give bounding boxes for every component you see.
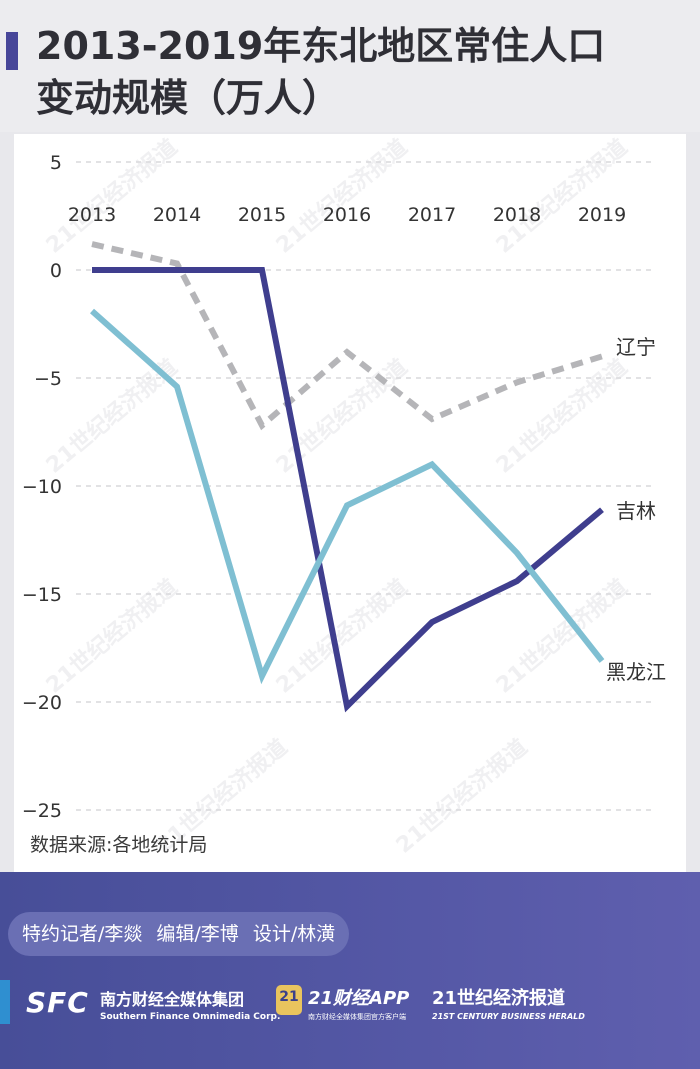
x-tick-label: 2016	[323, 204, 371, 226]
herald-logo: 21世纪经济报道 21ST CENTURY BUSINESS HERALD	[432, 984, 585, 1021]
y-tick-label: −25	[22, 800, 62, 822]
herald-name-en: 21ST CENTURY BUSINESS HERALD	[432, 1012, 585, 1021]
credit-designer: 设计/林潢	[252, 923, 336, 945]
series-line-3	[90, 308, 605, 685]
series-line-2	[92, 267, 604, 713]
series-label: 黑龙江	[606, 660, 666, 684]
data-source: 数据来源:各地统计局	[30, 834, 208, 856]
title-accent-bar	[6, 32, 18, 70]
title-line-2: 变动规模（万人）	[36, 76, 341, 120]
y-tick-label: −15	[22, 584, 62, 606]
app-name-cn: 21财经APP	[308, 988, 410, 1009]
y-tick-label: −20	[22, 692, 62, 714]
watermark-text: 21世纪经济报道	[391, 734, 532, 858]
series-line-1	[91, 241, 603, 431]
watermark-text: 21世纪经济报道	[41, 574, 182, 698]
x-tick-label: 2017	[408, 204, 456, 226]
watermark-layer: 21世纪经济报道 21世纪经济报道 21世纪经济报道 21世纪经济报道 21世纪经济报道…	[41, 134, 632, 858]
chart-card: 21世纪经济报道 21世纪经济报道 21世纪经济报道 21世纪经济报道 21世纪经济报道…	[14, 134, 686, 872]
watermark-text: 21世纪经济报道	[271, 134, 412, 258]
watermark-text: 21世纪经济报道	[491, 134, 632, 258]
title-line-1: 2013-2019年东北地区常住人口	[36, 24, 606, 68]
x-tick-label: 2019	[578, 204, 626, 226]
credits-pill: 特约记者/李燚 编辑/李博 设计/林潢	[8, 912, 350, 956]
logo-accent-strip	[0, 980, 10, 1024]
footer	[0, 872, 700, 1069]
y-tick-label: −5	[34, 368, 62, 390]
credit-editor: 编辑/李博	[156, 923, 239, 945]
title-area: 2013-2019年东北地区常住人口 变动规模（万人）	[0, 0, 700, 132]
x-tick-label: 2014	[153, 204, 201, 226]
watermark-text: 21世纪经济报道	[41, 134, 182, 258]
line-chart: 21世纪经济报道 21世纪经济报道 21世纪经济报道 21世纪经济报道 21世纪经济报道…	[22, 134, 666, 858]
x-tick-label: 2018	[493, 204, 541, 226]
credit-reporter: 特约记者/李燚	[22, 923, 143, 945]
herald-name-cn: 21世纪经济报道	[432, 988, 566, 1009]
nanfang-name-cn: 南方财经全媒体集团	[100, 990, 245, 1009]
y-tick-label: 0	[50, 260, 62, 282]
chart-title: 2013-2019年东北地区常住人口 变动规模（万人）	[36, 20, 676, 124]
nanfang-logo: 南方财经全媒体集团 Southern Finance Omnimedia Cor…	[100, 986, 280, 1022]
watermark-text: 21世纪经济报道	[491, 354, 632, 478]
y-tick-label: −10	[22, 476, 62, 498]
app-badge-icon: 21	[276, 985, 302, 1015]
nanfang-name-en: Southern Finance Omnimedia Corp.	[100, 1012, 281, 1022]
x-tick-label: 2015	[238, 204, 286, 226]
app-logo: 21财经APP 南方财经全媒体集团官方客户端	[308, 984, 409, 1022]
y-tick-label: 5	[50, 152, 62, 174]
x-tick-label: 2013	[68, 204, 116, 226]
sfc-logo: SFC	[26, 986, 89, 1019]
app-name-en: 南方财经全媒体集团官方客户端	[308, 1013, 406, 1021]
series-label: 吉林	[616, 499, 656, 523]
series-label: 辽宁	[616, 335, 656, 359]
